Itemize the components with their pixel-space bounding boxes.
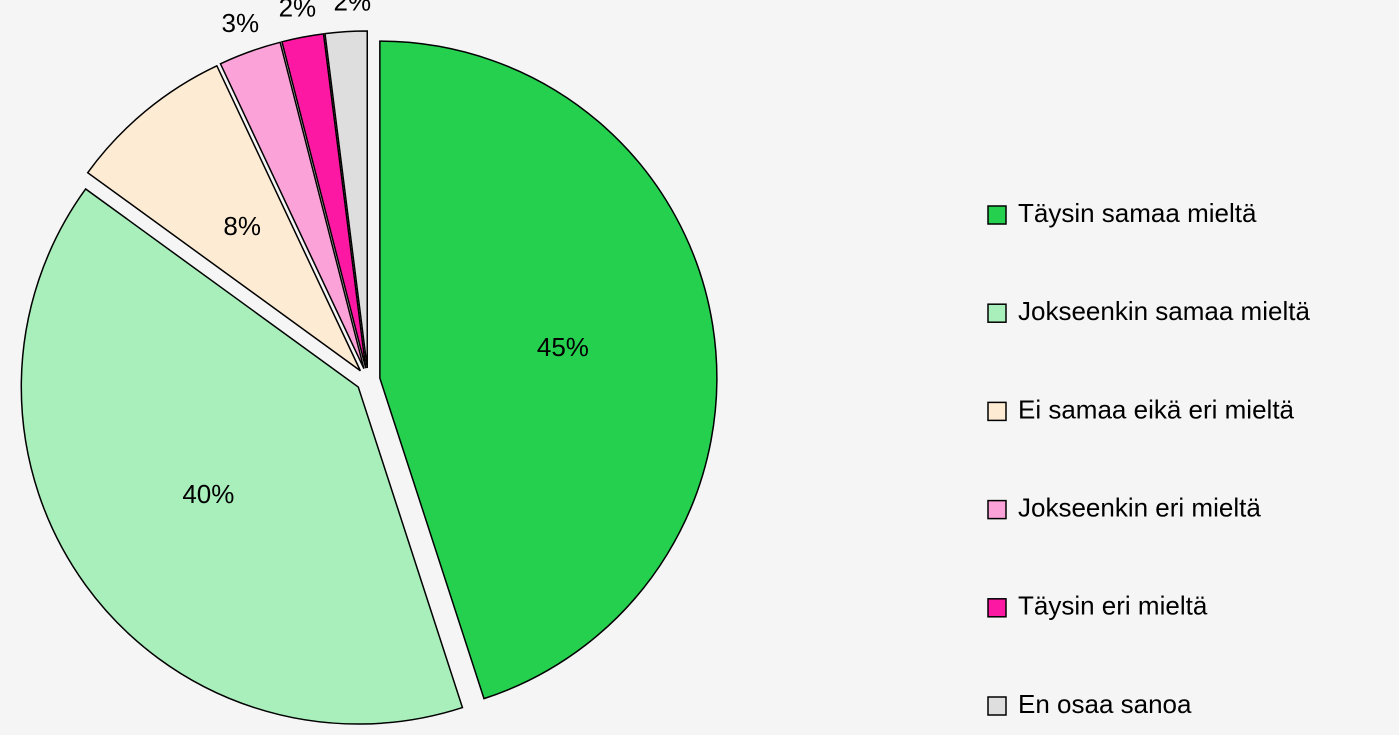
data-label: 45% [537, 332, 589, 362]
pie-slice [20, 187, 464, 725]
legend-label: Jokseenkin samaa mieltä [1018, 296, 1310, 326]
pie-slice [86, 64, 362, 372]
legend-label: Ei samaa eikä eri mieltä [1018, 394, 1295, 424]
legend-swatch [987, 598, 1007, 618]
legend-swatch [987, 401, 1007, 422]
pie-slice [281, 33, 367, 369]
pie-slice [219, 41, 365, 370]
data-label: 3% [222, 8, 260, 38]
legend-swatch [987, 205, 1007, 225]
legend-label: En osaa sanoa [1018, 689, 1192, 719]
legend-swatch [987, 499, 1007, 520]
data-label: 2% [279, 0, 317, 23]
pie-slice [324, 30, 368, 369]
legend-swatch [987, 303, 1007, 323]
pie-slice [379, 40, 718, 700]
legend-swatch [987, 696, 1007, 716]
data-label: 2% [334, 0, 372, 17]
legend-label: Täysin samaa mieltä [1018, 198, 1257, 228]
data-label: 40% [182, 479, 234, 509]
data-label: 8% [223, 211, 261, 241]
legend-label: Jokseenkin eri mieltä [1018, 492, 1261, 522]
legend-label: Täysin eri mieltä [1018, 591, 1208, 621]
